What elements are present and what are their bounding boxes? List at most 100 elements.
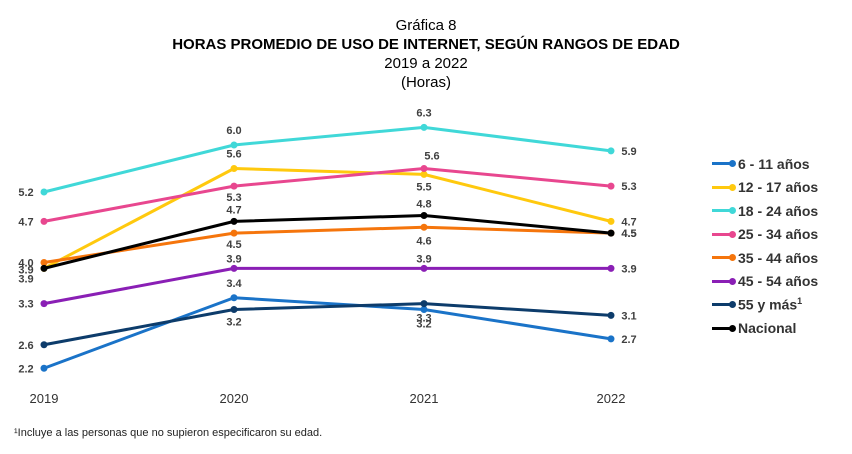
- data-point-0-0: [40, 364, 48, 372]
- data-point-3-2: [420, 165, 428, 172]
- legend-label: 18 - 24 años: [738, 202, 819, 219]
- data-label-2-3: 5.9: [621, 146, 636, 158]
- series-line-0: [42, 296, 613, 370]
- data-label-3-0: 4.7: [18, 216, 33, 228]
- series-line-4: [42, 225, 613, 264]
- legend-swatch: [712, 183, 736, 191]
- data-label-7-1: 4.7: [226, 204, 241, 216]
- data-label-0-0: 2.2: [18, 363, 33, 375]
- series-line-6: [42, 302, 613, 347]
- data-label-5-3: 3.9: [621, 263, 636, 275]
- data-label-5-2: 3.9: [416, 253, 431, 265]
- legend-label: 45 - 54 años: [738, 273, 819, 290]
- x-tick-label-2022: 2022: [597, 391, 626, 406]
- footnote: ¹Incluye a las personas que no supieron …: [14, 427, 323, 439]
- legend-swatch: [712, 207, 736, 215]
- data-label-4-1: 4.5: [226, 239, 241, 251]
- legend-item: 35 - 44 años: [712, 246, 818, 270]
- legend-item: 55 y más1: [712, 293, 818, 317]
- data-label-2-1: 6.0: [226, 125, 241, 137]
- chart-title: HORAS PROMEDIO DE USO DE INTERNET, SEGÚN…: [172, 36, 680, 53]
- series-line-7: [42, 214, 613, 270]
- data-point-5-2: [420, 264, 428, 272]
- data-label-0-2: 3.2: [416, 319, 431, 331]
- data-label-3-1: 5.3: [226, 192, 241, 204]
- data-point-5-1: [230, 264, 238, 272]
- legend-label: 35 - 44 años: [738, 249, 819, 266]
- data-point-2-3: [607, 147, 615, 155]
- chart-unit: (Horas): [400, 74, 451, 91]
- data-label-4-3: 4.5: [621, 228, 636, 240]
- data-point-7-0: [40, 264, 48, 272]
- data-label-1-2: 5.5: [416, 181, 431, 193]
- data-label-3-2: 5.6: [424, 151, 439, 163]
- data-point-2-1: [230, 141, 238, 149]
- legend-item: 12 - 17 años: [712, 176, 818, 200]
- data-label-0-1: 3.4: [226, 278, 242, 290]
- data-point-0-3: [607, 335, 615, 343]
- series-line-5: [42, 266, 613, 306]
- data-point-4-0: [40, 259, 48, 266]
- data-label-2-2: 6.3: [416, 107, 431, 119]
- series-line-3: [42, 167, 613, 223]
- data-point-6-3: [607, 311, 615, 319]
- data-label-4-0: 4.0: [18, 258, 33, 270]
- data-label-5-1: 3.9: [226, 253, 241, 265]
- data-label-7-3: 4.5: [621, 228, 636, 240]
- data-point-0-2: [420, 306, 428, 313]
- data-point-2-0: [40, 188, 48, 196]
- chart-period: 2019 a 2022: [384, 55, 468, 72]
- data-point-4-1: [230, 229, 238, 237]
- data-label-6-3: 3.1: [621, 310, 636, 322]
- legend-swatch: [712, 160, 736, 168]
- data-label-2-0: 5.2: [18, 187, 33, 199]
- chart-titles: Gráfica 8 HORAS PROMEDIO DE USO DE INTER…: [0, 16, 852, 92]
- data-point-1-1: [230, 165, 238, 172]
- legend-item: 25 - 34 años: [712, 223, 818, 247]
- legend-swatch: [712, 301, 736, 309]
- legend-item: 18 - 24 años: [712, 199, 818, 223]
- data-label-7-2: 4.8: [416, 199, 431, 211]
- data-point-5-0: [40, 300, 48, 308]
- data-label-3-3: 5.3: [621, 181, 636, 193]
- data-point-3-3: [607, 182, 615, 190]
- legend-swatch: [712, 324, 736, 332]
- series-line-2: [42, 125, 613, 194]
- data-label-7-0: 3.9: [18, 264, 33, 276]
- data-point-5-3: [607, 264, 615, 272]
- series-line-1: [42, 167, 613, 270]
- data-point-3-1: [230, 182, 238, 190]
- data-label-4-2: 4.6: [416, 235, 431, 247]
- data-point-7-1: [230, 217, 238, 225]
- x-tick-label-2020: 2020: [220, 391, 249, 406]
- data-point-0-1: [230, 294, 238, 302]
- data-label-6-0: 2.6: [18, 340, 33, 352]
- x-tick-label-2021: 2021: [410, 391, 439, 406]
- data-point-6-0: [40, 341, 48, 349]
- legend-label: 25 - 34 años: [738, 226, 819, 243]
- x-tick-label-2019: 2019: [30, 391, 59, 406]
- chart-legend: 6 - 11 años 12 - 17 años 18 - 24 años 25 - …: [712, 152, 818, 340]
- data-label-1-3: 4.7: [621, 216, 636, 228]
- legend-label: 55 y más1: [738, 296, 803, 314]
- data-point-6-2: [420, 300, 428, 308]
- legend-label: 6 - 11 años: [738, 155, 810, 172]
- data-point-6-1: [230, 306, 238, 313]
- data-point-7-2: [420, 212, 428, 219]
- legend-swatch: [712, 230, 736, 238]
- legend-label: Nacional: [738, 320, 797, 337]
- data-label-1-0: 3.9: [18, 273, 33, 285]
- data-label-0-3: 2.7: [621, 334, 636, 346]
- legend-item: 45 - 54 años: [712, 270, 818, 294]
- data-label-6-1: 3.2: [226, 317, 241, 329]
- legend-item: 6 - 11 años: [712, 152, 818, 176]
- data-point-4-2: [420, 223, 428, 231]
- data-label-6-2: 3.3: [416, 313, 431, 325]
- legend-item: Nacional: [712, 317, 818, 341]
- data-point-3-0: [40, 217, 48, 225]
- data-point-7-3: [607, 229, 615, 237]
- data-point-1-2: [420, 170, 428, 178]
- legend-swatch: [712, 277, 736, 285]
- chart-label: Gráfica 8: [395, 17, 457, 34]
